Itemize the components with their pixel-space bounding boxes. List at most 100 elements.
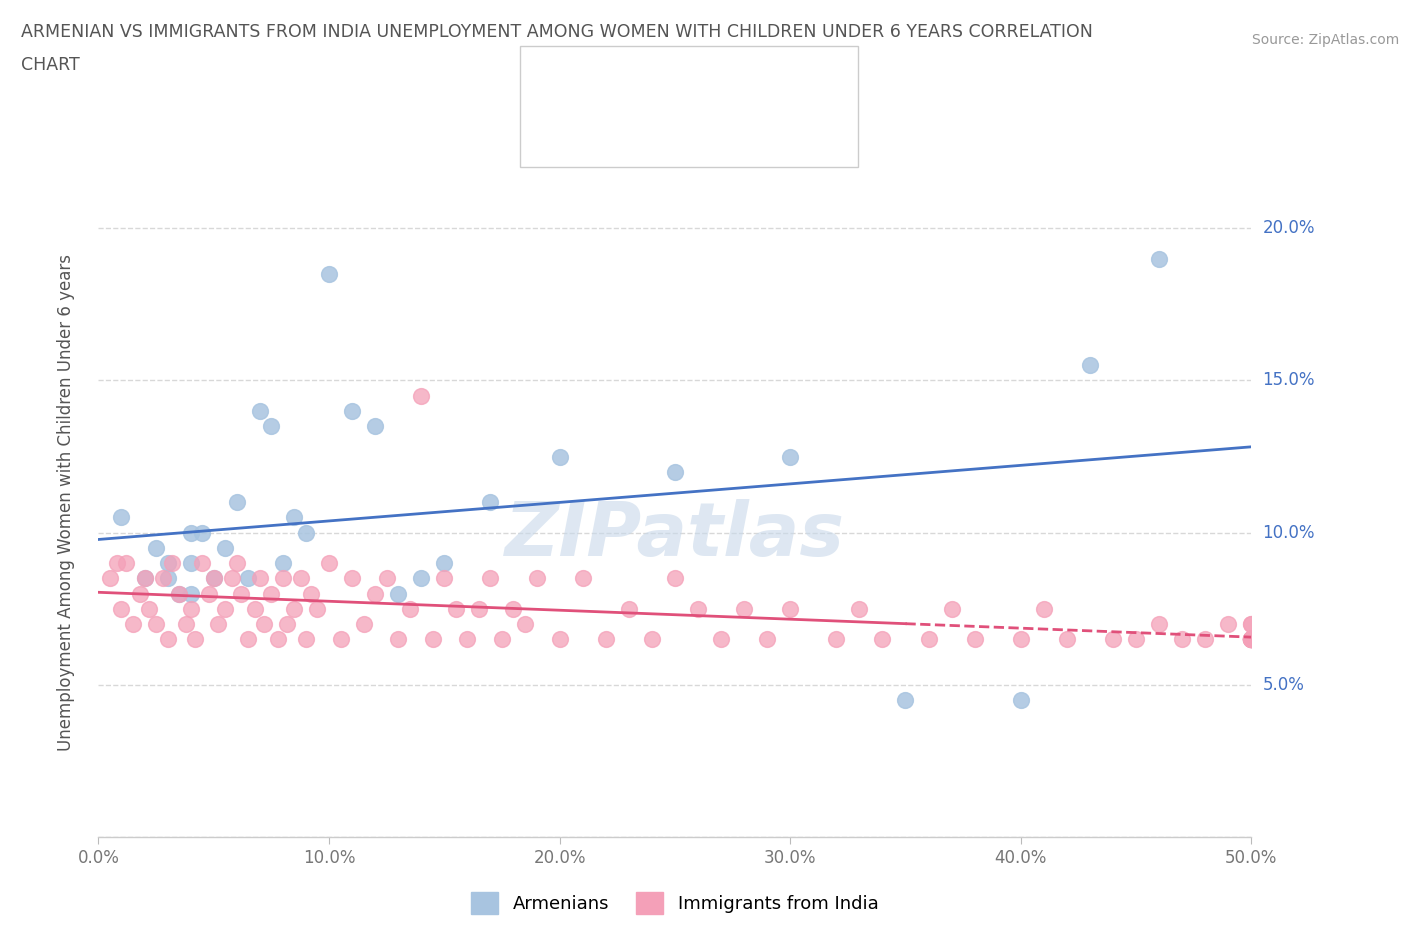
Point (353, 617, 375, 631)
Point (156, 555, 179, 570)
Point (167, 586, 190, 601)
Text: 0.182: 0.182 (633, 73, 690, 90)
Point (267, 631, 290, 646)
Point (180, 525, 202, 540)
Point (260, 586, 283, 601)
Point (214, 540, 236, 555)
Point (105, 555, 128, 570)
Point (340, 404, 363, 418)
Point (917, 631, 939, 646)
Point (963, 631, 986, 646)
Point (180, 586, 202, 601)
Point (1010, 631, 1032, 646)
Point (318, 267, 340, 282)
Point (1240, 631, 1263, 646)
Point (283, 602, 305, 617)
Point (1240, 631, 1263, 646)
Text: R =: R = (581, 73, 620, 90)
Point (129, 586, 152, 601)
Point (1240, 631, 1263, 646)
Point (686, 602, 709, 617)
Point (1240, 631, 1263, 646)
Point (1240, 631, 1263, 646)
Point (202, 571, 225, 586)
Point (276, 617, 298, 631)
Text: ZIPatlas: ZIPatlas (505, 499, 845, 572)
Point (1147, 617, 1170, 631)
Point (231, 586, 253, 601)
Point (710, 631, 733, 646)
Point (145, 540, 167, 555)
Point (468, 602, 491, 617)
Point (1240, 631, 1263, 646)
Point (207, 617, 229, 631)
Point (779, 449, 801, 464)
Point (198, 586, 221, 601)
Point (1171, 631, 1194, 646)
Point (238, 571, 260, 586)
Point (134, 571, 156, 586)
Point (848, 602, 870, 617)
Text: ARMENIAN VS IMMIGRANTS FROM INDIA UNEMPLOYMENT AMONG WOMEN WITH CHILDREN UNDER 6: ARMENIAN VS IMMIGRANTS FROM INDIA UNEMPL… (21, 23, 1092, 41)
Point (411, 571, 433, 586)
Point (145, 617, 167, 631)
Point (295, 525, 318, 540)
Text: R =: R = (581, 124, 620, 141)
Point (271, 555, 294, 570)
Point (290, 571, 312, 586)
Point (318, 555, 340, 570)
Point (238, 631, 260, 646)
Point (307, 602, 329, 617)
Text: 10.0%: 10.0% (1263, 524, 1315, 541)
Point (340, 571, 363, 586)
Legend: Armenians, Immigrants from India: Armenians, Immigrants from India (464, 885, 886, 922)
Point (595, 631, 617, 646)
Point (174, 617, 197, 631)
Point (180, 555, 202, 570)
Point (1194, 631, 1216, 646)
Point (479, 495, 502, 510)
Text: Source: ZipAtlas.com: Source: ZipAtlas.com (1251, 33, 1399, 46)
Point (387, 586, 409, 601)
Point (191, 555, 214, 570)
Point (271, 571, 294, 586)
Point (444, 602, 467, 617)
Point (299, 586, 322, 601)
Point (513, 617, 536, 631)
Text: 5.0%: 5.0% (1263, 676, 1305, 694)
Point (249, 404, 271, 418)
Point (221, 571, 243, 586)
Point (479, 571, 502, 586)
Point (1240, 631, 1263, 646)
Point (433, 571, 456, 586)
Point (375, 571, 398, 586)
Point (225, 555, 247, 570)
Point (245, 602, 267, 617)
Point (160, 555, 183, 570)
Point (1147, 251, 1170, 266)
Point (364, 418, 387, 433)
Point (456, 631, 478, 646)
Point (152, 571, 174, 586)
Point (825, 631, 848, 646)
Point (1056, 631, 1078, 646)
Point (260, 418, 283, 433)
Point (411, 388, 433, 403)
Point (548, 631, 571, 646)
Point (364, 586, 387, 601)
Point (110, 510, 132, 525)
Point (894, 693, 917, 708)
Point (329, 631, 352, 646)
Point (249, 571, 271, 586)
Point (138, 602, 160, 617)
Point (1032, 602, 1054, 617)
Point (433, 555, 456, 570)
Point (641, 631, 664, 646)
Point (156, 571, 179, 586)
Point (502, 602, 524, 617)
Text: 15.0%: 15.0% (1263, 371, 1315, 390)
Text: CHART: CHART (21, 56, 80, 73)
Text: 33: 33 (735, 73, 761, 90)
Point (1125, 631, 1147, 646)
Point (941, 602, 963, 617)
